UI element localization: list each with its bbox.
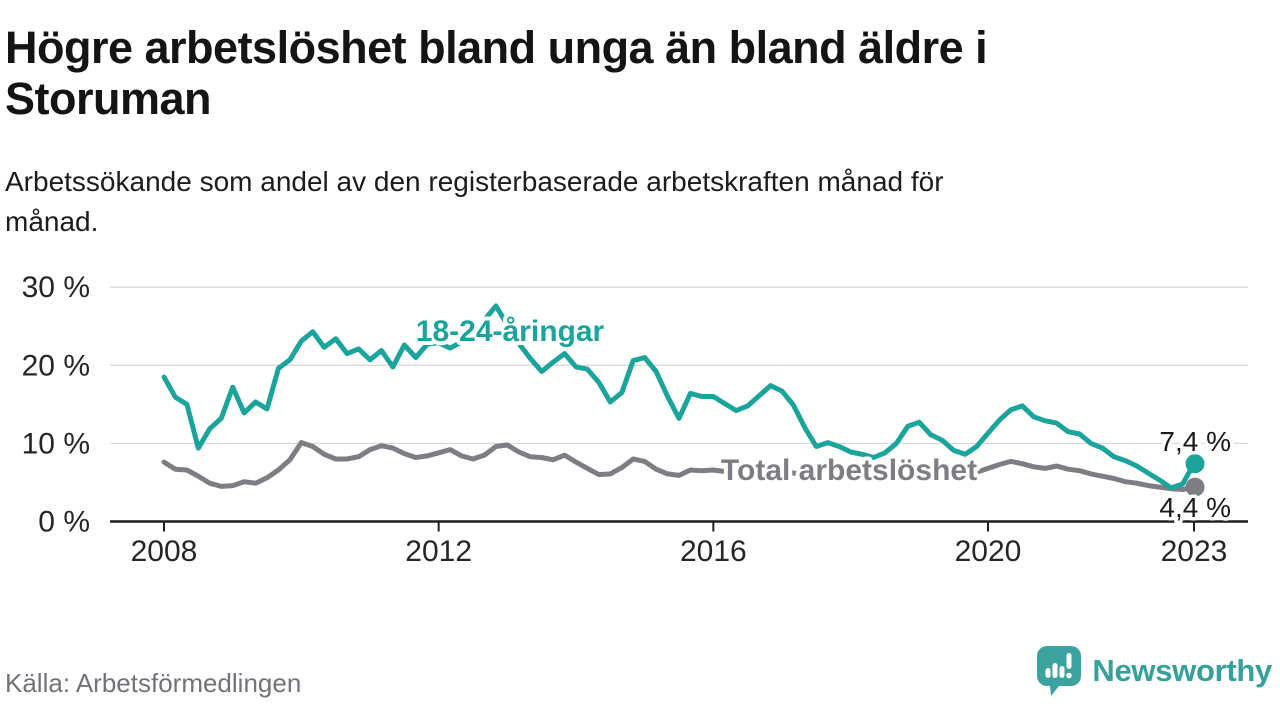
page-title-line1: Högre arbetslöshet bland unga än bland ä… — [5, 22, 988, 73]
source-note: Källa: Arbetsförmedlingen — [5, 668, 302, 698]
chart-subtitle: Arbetssökande som andel av den registerb… — [5, 162, 1265, 242]
youth-end-value-label: 7,4 % — [1159, 426, 1231, 457]
chart-subtitle-line1: Arbetssökande som andel av den registerb… — [5, 166, 944, 197]
total-series-label: Total arbetslöshet — [721, 454, 977, 487]
x-axis-label-2023: 2023 — [1161, 535, 1228, 568]
page-title: Högre arbetslöshet bland unga än bland ä… — [5, 22, 1265, 124]
youth-series-label: 18-24-åringar — [416, 315, 605, 348]
y-axis-label-10: 10 % — [22, 427, 90, 460]
newsworthy-wordmark: Newsworthy — [1092, 653, 1272, 688]
total-end-dot — [1185, 477, 1205, 497]
youth-series-line — [161, 303, 1197, 491]
newsworthy-logo: Newsworthy — [1036, 645, 1272, 697]
total-series-line — [161, 440, 1197, 492]
y-axis-label-0: 0 % — [38, 506, 90, 539]
y-axis-label-30: 30 % — [22, 271, 90, 304]
total-end-value-label: 4,4 % — [1159, 492, 1231, 523]
x-axis-label-2012: 2012 — [405, 535, 472, 568]
unemployment-line-chart: 0 % 10 % 20 % 30 % 2008 2012 2016 2020 2023 Total… — [22, 271, 1248, 568]
chart-bubble-icon — [1037, 646, 1082, 696]
y-axis-label-20: 20 % — [22, 349, 90, 382]
x-axis-label-2016: 2016 — [680, 535, 747, 568]
x-axis-label-2008: 2008 — [131, 535, 198, 568]
x-axis-label-2020: 2020 — [955, 535, 1022, 568]
youth-end-dot — [1185, 454, 1205, 474]
chart-subtitle-line2: månad. — [5, 206, 99, 237]
page-title-line2: Storuman — [5, 73, 212, 124]
